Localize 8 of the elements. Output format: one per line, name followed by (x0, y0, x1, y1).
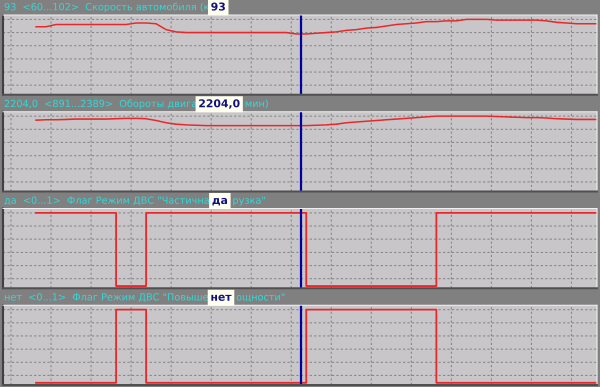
text: мин) (246, 100, 268, 108)
text: 93 (211, 2, 225, 11)
text: да (212, 198, 228, 206)
text: 2204,0 (199, 99, 240, 109)
chart-title: да <0...1> Флаг Режим ДВС "Частична (4, 196, 209, 206)
text: рузка" (233, 196, 265, 206)
text: нет (211, 294, 232, 301)
text: ощности" (236, 293, 284, 302)
